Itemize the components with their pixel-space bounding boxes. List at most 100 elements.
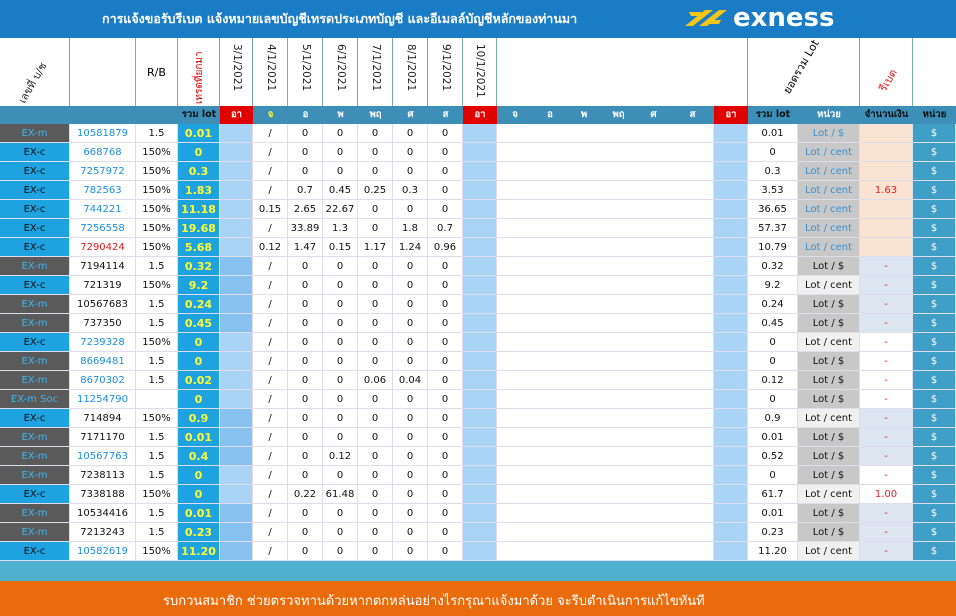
day-lot-cell[interactable]: 1.17 [358, 238, 393, 257]
day-lot-cell[interactable]: 0 [428, 276, 463, 295]
day-lot-cell[interactable]: 1.8 [393, 219, 428, 238]
account-number-cell[interactable]: 7257972 [70, 162, 136, 181]
day-lot-cell[interactable]: / [253, 181, 288, 200]
day-lot-cell[interactable]: 0.15 [253, 200, 288, 219]
day-lot-cell[interactable]: 0 [323, 276, 358, 295]
day-lot-cell[interactable]: / [253, 124, 288, 143]
day-lot-cell[interactable]: 0 [393, 314, 428, 333]
day-lot-cell[interactable]: 0.45 [323, 181, 358, 200]
day-lot-cell[interactable]: 0 [393, 390, 428, 409]
day-lot-cell[interactable]: 0 [288, 447, 323, 466]
account-number-cell[interactable]: 10582619 [70, 542, 136, 561]
day-lot-cell[interactable]: 0 [393, 295, 428, 314]
day-lot-cell[interactable]: 0 [323, 352, 358, 371]
day-lot-cell[interactable]: 61.48 [323, 485, 358, 504]
day-lot-cell[interactable]: 1.3 [323, 219, 358, 238]
day-lot-cell[interactable]: / [253, 219, 288, 238]
account-number-cell[interactable]: 668768 [70, 143, 136, 162]
day-lot-cell[interactable]: 0 [288, 314, 323, 333]
day-lot-cell[interactable]: 0 [323, 124, 358, 143]
day-lot-cell[interactable]: 0.7 [288, 181, 323, 200]
day-lot-cell[interactable]: 0 [358, 295, 393, 314]
day-lot-cell[interactable]: 0 [358, 466, 393, 485]
day-lot-cell[interactable]: 0 [393, 124, 428, 143]
day-lot-cell[interactable]: 0 [288, 428, 323, 447]
day-lot-cell[interactable]: 0 [428, 371, 463, 390]
day-lot-cell[interactable]: 22.67 [323, 200, 358, 219]
day-lot-cell[interactable]: 0 [393, 257, 428, 276]
day-lot-cell[interactable]: 0 [358, 447, 393, 466]
day-lot-cell[interactable]: 33.89 [288, 219, 323, 238]
day-lot-cell[interactable]: 0 [323, 466, 358, 485]
day-lot-cell[interactable]: / [253, 143, 288, 162]
day-lot-cell[interactable]: 0 [428, 466, 463, 485]
day-lot-cell[interactable]: 0 [428, 523, 463, 542]
account-number-cell[interactable]: 7338188 [70, 485, 136, 504]
day-lot-cell[interactable]: 0 [393, 447, 428, 466]
day-lot-cell[interactable]: / [253, 390, 288, 409]
day-lot-cell[interactable]: 0 [288, 276, 323, 295]
account-number-cell[interactable]: 782563 [70, 181, 136, 200]
day-lot-cell[interactable]: 0 [358, 352, 393, 371]
day-lot-cell[interactable]: 0 [323, 428, 358, 447]
day-lot-cell[interactable]: 0 [358, 485, 393, 504]
day-lot-cell[interactable]: 0 [393, 485, 428, 504]
day-lot-cell[interactable]: 0 [323, 333, 358, 352]
day-lot-cell[interactable]: 0 [323, 295, 358, 314]
day-lot-cell[interactable]: 0 [358, 333, 393, 352]
account-number-cell[interactable]: 7290424 [70, 238, 136, 257]
day-lot-cell[interactable]: 1.24 [393, 238, 428, 257]
day-lot-cell[interactable]: / [253, 447, 288, 466]
account-number-cell[interactable]: 10567763 [70, 447, 136, 466]
day-lot-cell[interactable]: 0 [428, 542, 463, 561]
day-lot-cell[interactable]: 0 [288, 352, 323, 371]
account-number-cell[interactable]: 7194114 [70, 257, 136, 276]
day-lot-cell[interactable]: 0 [428, 485, 463, 504]
day-lot-cell[interactable]: 0 [288, 390, 323, 409]
account-number-cell[interactable]: 10567683 [70, 295, 136, 314]
day-lot-cell[interactable]: 0.22 [288, 485, 323, 504]
day-lot-cell[interactable]: 0 [323, 542, 358, 561]
day-lot-cell[interactable]: / [253, 485, 288, 504]
account-number-cell[interactable]: 7213243 [70, 523, 136, 542]
day-lot-cell[interactable]: / [253, 523, 288, 542]
day-lot-cell[interactable]: 0 [288, 466, 323, 485]
day-lot-cell[interactable]: 0 [358, 124, 393, 143]
account-number-cell[interactable]: 744221 [70, 200, 136, 219]
day-lot-cell[interactable]: 0 [358, 428, 393, 447]
day-lot-cell[interactable]: 0 [358, 409, 393, 428]
day-lot-cell[interactable]: 0.96 [428, 238, 463, 257]
day-lot-cell[interactable]: 0 [428, 314, 463, 333]
day-lot-cell[interactable]: 0 [358, 390, 393, 409]
day-lot-cell[interactable]: 0 [428, 295, 463, 314]
day-lot-cell[interactable]: 0 [358, 257, 393, 276]
day-lot-cell[interactable]: / [253, 276, 288, 295]
account-number-cell[interactable]: 721319 [70, 276, 136, 295]
day-lot-cell[interactable]: 0 [393, 428, 428, 447]
account-number-cell[interactable]: 7239328 [70, 333, 136, 352]
day-lot-cell[interactable]: 0 [393, 143, 428, 162]
day-lot-cell[interactable]: / [253, 371, 288, 390]
day-lot-cell[interactable]: 0 [428, 257, 463, 276]
day-lot-cell[interactable]: 0 [428, 409, 463, 428]
day-lot-cell[interactable]: 0 [288, 295, 323, 314]
day-lot-cell[interactable]: 0.12 [323, 447, 358, 466]
day-lot-cell[interactable]: 0 [288, 333, 323, 352]
day-lot-cell[interactable]: 0 [428, 200, 463, 219]
day-lot-cell[interactable]: 0 [288, 409, 323, 428]
day-lot-cell[interactable]: 0.3 [393, 181, 428, 200]
day-lot-cell[interactable]: 0.04 [393, 371, 428, 390]
day-lot-cell[interactable]: 0 [393, 333, 428, 352]
account-number-cell[interactable]: 8669481 [70, 352, 136, 371]
account-number-cell[interactable]: 7238113 [70, 466, 136, 485]
account-number-cell[interactable]: 10534416 [70, 504, 136, 523]
day-lot-cell[interactable]: 0.25 [358, 181, 393, 200]
account-number-cell[interactable]: 737350 [70, 314, 136, 333]
day-lot-cell[interactable]: 0 [393, 276, 428, 295]
day-lot-cell[interactable]: 0 [358, 504, 393, 523]
day-lot-cell[interactable]: / [253, 542, 288, 561]
day-lot-cell[interactable]: 0 [393, 504, 428, 523]
day-lot-cell[interactable]: 0 [428, 124, 463, 143]
day-lot-cell[interactable]: 0 [288, 371, 323, 390]
day-lot-cell[interactable]: 0 [358, 523, 393, 542]
